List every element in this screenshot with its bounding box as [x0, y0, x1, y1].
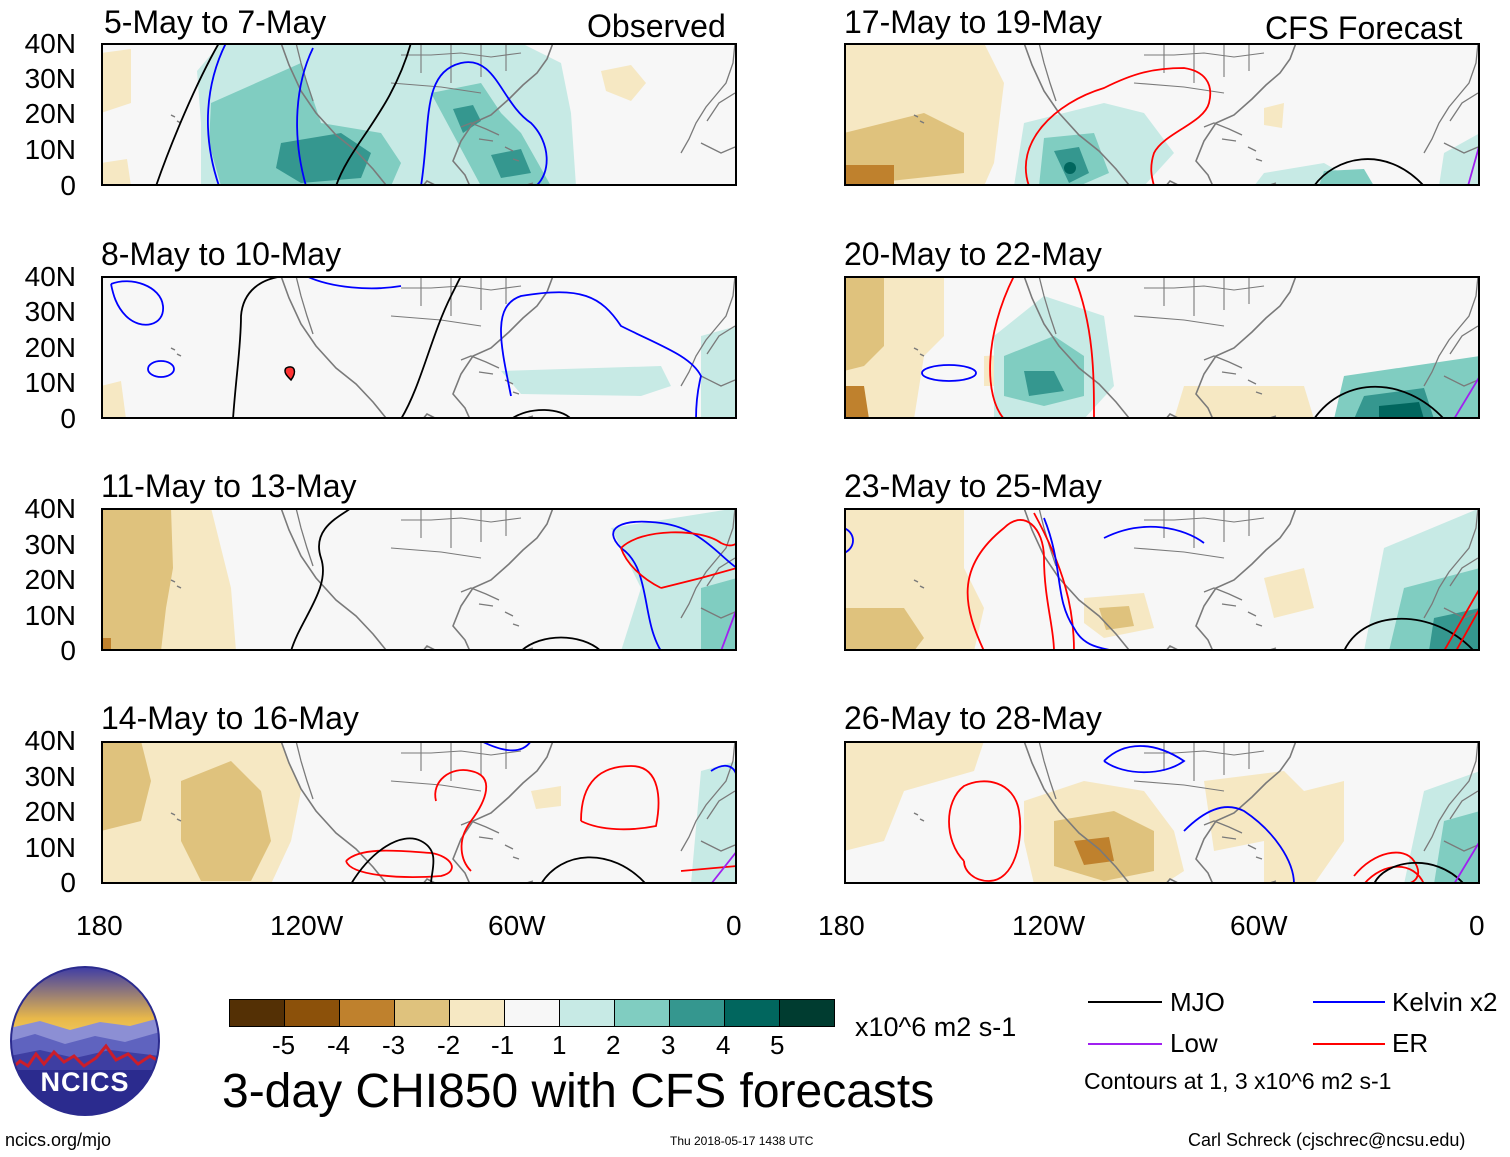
lon-label: 0 — [726, 910, 742, 941]
panel-title-4: 20-May to 22-May — [844, 236, 1102, 272]
legend-label-er: ER — [1392, 1028, 1429, 1058]
panel-title-5: 11-May to 13-May — [101, 468, 357, 504]
colorbar-swatch — [395, 1000, 450, 1026]
legend-line-er — [1313, 1043, 1385, 1045]
lat-label: 10N — [24, 600, 76, 631]
map-panel-7 — [101, 741, 737, 884]
footer-author: Carl Schreck (cjschrec@ncsu.edu) — [1188, 1130, 1466, 1150]
map-panel-6 — [844, 508, 1480, 651]
main-title: 3-day CHI850 with CFS forecasts — [222, 1065, 935, 1118]
ncics-logo: NCICS — [10, 966, 160, 1116]
map-panel-3 — [101, 276, 737, 419]
colorbar-units: x10^6 m2 s-1 — [855, 1012, 1017, 1042]
lon-label: 0 — [1469, 910, 1485, 941]
colorbar-label: -2 — [437, 1030, 461, 1060]
colorbar-label: 3 — [661, 1030, 676, 1060]
lon-label: 60W — [488, 910, 546, 941]
colorbar-label: -3 — [382, 1030, 406, 1060]
panel-title-1: 5-May to 7-May — [104, 4, 327, 40]
lon-label: 180 — [76, 910, 123, 941]
map-panel-5 — [101, 508, 737, 651]
colorbar-swatch — [615, 1000, 670, 1026]
lat-label: 20N — [24, 564, 76, 595]
colorbar-label: 4 — [716, 1030, 731, 1060]
legend-label-low: Low — [1170, 1028, 1218, 1058]
colorbar-label: -1 — [491, 1030, 515, 1060]
lat-label: 0 — [60, 170, 76, 201]
panel-title-3: 8-May to 10-May — [101, 236, 342, 272]
map-panel-8 — [844, 741, 1480, 884]
map-panel-1 — [101, 43, 737, 186]
lat-label: 0 — [60, 635, 76, 666]
panel-title-8: 26-May to 28-May — [844, 700, 1102, 736]
colorbar-swatch — [725, 1000, 780, 1026]
colorbar-swatch — [560, 1000, 615, 1026]
lat-label: 40N — [24, 725, 76, 756]
footer-timestamp: Thu 2018-05-17 1438 UTC — [670, 1134, 814, 1148]
lon-label: 180 — [818, 910, 865, 941]
lat-label: 40N — [24, 261, 76, 292]
lat-label: 40N — [24, 493, 76, 524]
colorbar-swatch — [285, 1000, 340, 1026]
lon-label: 120W — [1012, 910, 1086, 941]
lat-label: 10N — [24, 832, 76, 863]
lat-label: 20N — [24, 98, 76, 129]
colorbar-swatch — [450, 1000, 505, 1026]
lat-label: 0 — [60, 403, 76, 434]
panel-title-6: 23-May to 25-May — [844, 468, 1102, 504]
colorbar-label: 2 — [606, 1030, 621, 1060]
footer-url[interactable]: ncics.org/mjo — [5, 1130, 112, 1150]
colorbar-swatch — [505, 1000, 560, 1026]
colorbar-swatch — [780, 1000, 834, 1026]
contours-note: Contours at 1, 3 x10^6 m2 s-1 — [1084, 1068, 1392, 1094]
colorbar-label: -4 — [327, 1030, 351, 1060]
colorbar-swatch — [230, 1000, 285, 1026]
lon-label: 60W — [1230, 910, 1288, 941]
panel-label-observed: Observed — [587, 8, 726, 44]
lat-label: 30N — [24, 529, 76, 560]
lat-label: 10N — [24, 134, 76, 165]
lat-label: 0 — [60, 867, 76, 898]
lat-label: 30N — [24, 761, 76, 792]
lat-label: 20N — [24, 796, 76, 827]
lon-label: 120W — [270, 910, 344, 941]
colorbar — [229, 999, 835, 1027]
colorbar-label: -5 — [272, 1030, 296, 1060]
map-panel-4 — [844, 276, 1480, 419]
lat-label: 30N — [24, 63, 76, 94]
lat-label: 10N — [24, 367, 76, 398]
map-panel-2 — [844, 43, 1480, 186]
colorbar-label: 1 — [552, 1030, 567, 1060]
legend-line-mjo — [1088, 1001, 1162, 1003]
colorbar-swatch — [670, 1000, 725, 1026]
lat-label: 40N — [24, 28, 76, 59]
legend-label-mjo: MJO — [1170, 987, 1225, 1017]
panel-label-cfs-forecast: CFS Forecast — [1265, 10, 1463, 46]
colorbar-swatch — [340, 1000, 395, 1026]
legend-label-kelvin: Kelvin x2 — [1392, 987, 1498, 1017]
colorbar-label: 5 — [770, 1030, 785, 1060]
legend-line-kelvin — [1313, 1001, 1385, 1003]
legend-line-low — [1088, 1043, 1162, 1045]
panel-title-7: 14-May to 16-May — [101, 700, 359, 736]
lat-label: 20N — [24, 332, 76, 363]
logo-text: NCICS — [40, 1067, 130, 1097]
lat-label: 30N — [24, 296, 76, 327]
panel-title-2: 17-May to 19-May — [844, 4, 1102, 40]
